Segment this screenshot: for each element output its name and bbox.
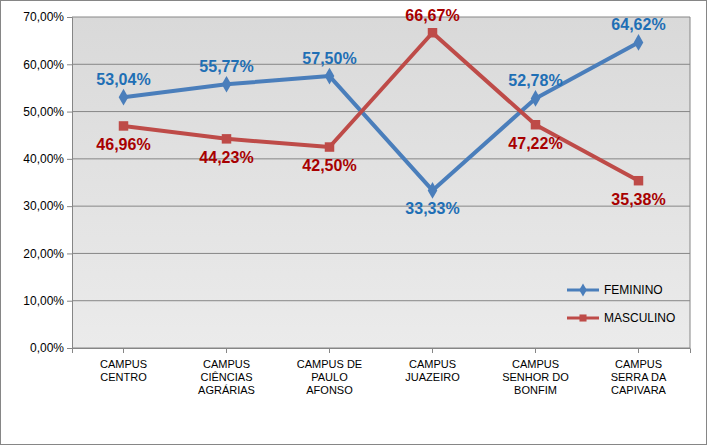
legend: FEMININO MASCULINO bbox=[561, 274, 686, 336]
x-tick: CAMPUSCIÊNCIASAGRÁRIAS bbox=[198, 348, 255, 396]
x-axis: CAMPUSCENTRO CAMPUSCIÊNCIASAGRÁRIAS CAMPUS… bbox=[73, 348, 691, 396]
x-tick-mark bbox=[432, 348, 433, 353]
x-tick-mark bbox=[226, 348, 227, 353]
y-tick: 40,00% bbox=[23, 152, 72, 166]
point-marker bbox=[531, 120, 540, 129]
point-marker bbox=[634, 176, 643, 185]
y-tick-mark bbox=[67, 301, 72, 302]
x-tick-label: CAMPUSCENTRO bbox=[100, 358, 147, 383]
data-label: 44,23% bbox=[199, 149, 253, 166]
plot-background bbox=[72, 17, 690, 348]
data-label: 52,78% bbox=[508, 72, 562, 89]
y-tick: 0,00% bbox=[30, 341, 72, 355]
data-label: 53,04% bbox=[96, 71, 150, 88]
x-tick-label: CAMPUS DEPAULOAFONSO bbox=[297, 358, 362, 396]
x-tick-mark bbox=[123, 348, 124, 353]
legend-marker bbox=[579, 283, 587, 296]
series-line bbox=[124, 33, 639, 181]
legend-label: MASCULINO bbox=[604, 311, 675, 325]
data-label: 64,62% bbox=[611, 16, 665, 33]
x-axis-line bbox=[73, 349, 691, 354]
data-label: 55,77% bbox=[199, 58, 253, 75]
y-tick-mark bbox=[67, 112, 72, 113]
grid bbox=[72, 17, 690, 348]
x-tick-mark bbox=[638, 348, 639, 353]
chart-border bbox=[1, 1, 707, 445]
data-label: 47,22% bbox=[508, 135, 562, 152]
y-tick-label: 70,00% bbox=[23, 10, 64, 24]
legend-box bbox=[561, 274, 686, 336]
legend-marker bbox=[579, 314, 586, 321]
legend-entry: MASCULINO bbox=[567, 311, 675, 325]
y-tick: 10,00% bbox=[23, 294, 72, 308]
y-tick-mark bbox=[67, 17, 72, 18]
x-tick: CAMPUSJUAZEIRO bbox=[405, 348, 460, 383]
y-tick-label: 0,00% bbox=[30, 341, 64, 355]
point-marker bbox=[428, 182, 438, 199]
data-label: 46,96% bbox=[96, 136, 150, 153]
plot: 0,00% 10,00% 20,00% 30,00% 40,00% 50,00% 60,00… bbox=[23, 7, 690, 396]
series-line bbox=[124, 42, 639, 190]
y-tick: 30,00% bbox=[23, 199, 72, 213]
y-tick-mark bbox=[67, 159, 72, 160]
point-marker bbox=[119, 89, 129, 106]
y-tick-mark bbox=[67, 348, 72, 349]
x-tick-label: CAMPUSSERRA DACAPIVARA bbox=[611, 358, 667, 396]
x-tick: CAMPUSSERRA DACAPIVARA bbox=[611, 348, 667, 396]
y-tick-label: 20,00% bbox=[23, 247, 64, 261]
y-tick: 70,00% bbox=[23, 10, 72, 24]
point-marker bbox=[222, 76, 232, 93]
y-tick-label: 10,00% bbox=[23, 294, 64, 308]
point-marker bbox=[325, 142, 334, 151]
plot-frame bbox=[690, 17, 691, 348]
data-label: 35,38% bbox=[611, 191, 665, 208]
data-label: 42,50% bbox=[302, 157, 356, 174]
data-label: 33,33% bbox=[405, 200, 459, 217]
y-tick: 50,00% bbox=[23, 105, 72, 119]
y-axis-line bbox=[67, 18, 73, 349]
x-tick: CAMPUSSENHOR DOBONFIM bbox=[502, 348, 569, 396]
y-tick-label: 60,00% bbox=[23, 58, 64, 72]
data-label: 66,67% bbox=[405, 7, 459, 24]
data-marks bbox=[119, 28, 644, 199]
y-tick-mark bbox=[67, 206, 72, 207]
point-marker bbox=[119, 121, 128, 130]
point-marker bbox=[634, 34, 644, 51]
point-marker bbox=[531, 90, 541, 107]
y-tick-label: 40,00% bbox=[23, 152, 64, 166]
x-tick: CAMPUSCENTRO bbox=[100, 348, 147, 383]
y-tick-mark bbox=[67, 64, 72, 65]
y-tick-label: 30,00% bbox=[23, 199, 64, 213]
x-tick-mark bbox=[329, 348, 330, 353]
grid-line bbox=[72, 111, 690, 112]
x-tick-label: CAMPUSCIÊNCIASAGRÁRIAS bbox=[198, 358, 255, 396]
grid-line bbox=[72, 17, 690, 18]
x-tick-mark bbox=[535, 348, 536, 353]
y-tick-label: 50,00% bbox=[23, 105, 64, 119]
y-tick: 20,00% bbox=[23, 247, 72, 261]
grid-line bbox=[72, 300, 690, 301]
y-axis: 0,00% 10,00% 20,00% 30,00% 40,00% 50,00% 60,00… bbox=[23, 10, 72, 355]
y-tick-mark bbox=[67, 253, 72, 254]
chart: 0,00% 10,00% 20,00% 30,00% 40,00% 50,00% 60,00… bbox=[0, 0, 707, 445]
point-marker bbox=[222, 134, 231, 143]
x-tick: CAMPUS DEPAULOAFONSO bbox=[297, 348, 362, 396]
legend-entry: FEMININO bbox=[567, 283, 663, 297]
point-marker bbox=[428, 28, 437, 37]
point-marker bbox=[325, 68, 335, 85]
y-tick: 60,00% bbox=[23, 58, 72, 72]
grid-line bbox=[72, 253, 690, 254]
grid-line bbox=[72, 206, 690, 207]
x-tick-label: CAMPUSJUAZEIRO bbox=[405, 358, 460, 383]
data-labels: 53,04% 55,77% 57,50% 33,33% 52,78% 64,62% 46,9… bbox=[96, 7, 665, 218]
x-tick-label: CAMPUSSENHOR DOBONFIM bbox=[502, 358, 569, 396]
legend-label: FEMININO bbox=[604, 283, 663, 297]
data-label: 57,50% bbox=[302, 50, 356, 67]
